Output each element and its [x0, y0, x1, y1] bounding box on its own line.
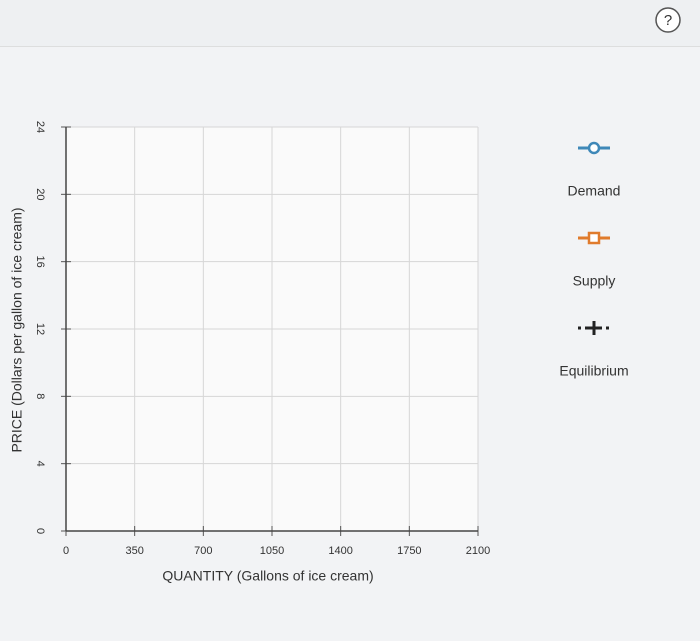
- legend-tool[interactable]: Equilibrium: [559, 321, 629, 379]
- y-tick-label: 4: [34, 461, 46, 467]
- help-circle[interactable]: [655, 7, 681, 33]
- legend-label[interactable]: Demand: [568, 183, 621, 199]
- x-tick-label: 2100: [466, 545, 490, 557]
- x-axis-label: QUANTITY (Gallons of ice cream): [162, 568, 373, 584]
- x-tick-label: 1050: [260, 545, 284, 557]
- x-tick-label: 1400: [328, 545, 352, 557]
- x-tick-label: 350: [125, 545, 143, 557]
- help-button[interactable]: ?: [655, 7, 681, 33]
- help-text[interactable]: ?: [664, 12, 672, 29]
- legend-label[interactable]: Supply: [573, 273, 616, 289]
- legend-tool[interactable]: Supply: [573, 231, 616, 289]
- y-tick-label: 8: [34, 393, 46, 399]
- y-tick-label: 12: [34, 323, 46, 335]
- legend-label[interactable]: Equilibrium: [559, 363, 628, 379]
- legend-marker[interactable]: [587, 231, 601, 245]
- legend-marker[interactable]: [588, 321, 600, 335]
- y-tick-label: 16: [34, 256, 46, 268]
- toolbar: [0, 0, 700, 46]
- legend-tool[interactable]: Demand: [568, 141, 621, 199]
- y-tick-label: 24: [34, 121, 46, 133]
- x-tick-label: 1750: [397, 545, 421, 557]
- x-tick-label: 700: [194, 545, 212, 557]
- y-axis-label: PRICE (Dollars per gallon of ice cream): [9, 207, 25, 452]
- y-tick-label: 0: [34, 528, 46, 534]
- x-tick-label: 0: [63, 545, 69, 557]
- legend-marker[interactable]: [587, 141, 601, 155]
- y-tick-label: 20: [34, 188, 46, 200]
